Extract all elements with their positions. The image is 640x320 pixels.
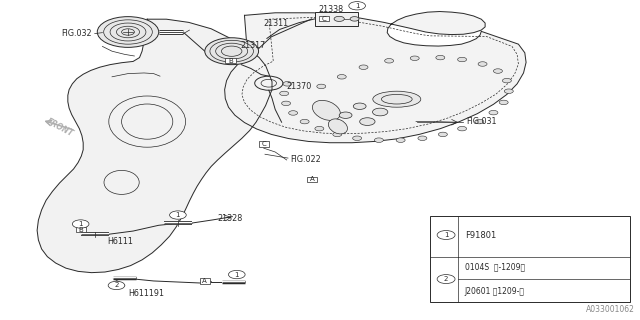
Circle shape <box>350 17 359 21</box>
Circle shape <box>458 57 467 62</box>
Text: 1: 1 <box>234 272 239 277</box>
Circle shape <box>205 38 259 65</box>
Circle shape <box>372 108 388 116</box>
Circle shape <box>317 84 326 89</box>
Circle shape <box>289 111 298 115</box>
Text: 1: 1 <box>175 212 180 218</box>
Ellipse shape <box>312 100 340 120</box>
Circle shape <box>396 138 405 142</box>
Circle shape <box>475 119 484 124</box>
Circle shape <box>108 281 125 290</box>
Text: 21370: 21370 <box>287 82 312 91</box>
Circle shape <box>280 91 289 96</box>
Text: 1: 1 <box>78 221 83 227</box>
Ellipse shape <box>372 91 421 107</box>
FancyBboxPatch shape <box>200 278 210 284</box>
Circle shape <box>374 138 383 142</box>
Circle shape <box>489 110 498 115</box>
Text: C: C <box>261 141 266 147</box>
Text: H6111: H6111 <box>108 237 133 246</box>
Text: B: B <box>228 58 233 64</box>
Circle shape <box>315 126 324 131</box>
Circle shape <box>410 56 419 60</box>
Text: A: A <box>310 176 315 182</box>
Text: B: B <box>78 227 83 233</box>
Circle shape <box>283 82 292 86</box>
Text: A: A <box>202 278 207 284</box>
Circle shape <box>385 59 394 63</box>
Text: 21317: 21317 <box>240 41 265 50</box>
Text: FRONT: FRONT <box>45 116 74 138</box>
Circle shape <box>349 2 365 10</box>
Circle shape <box>478 62 487 66</box>
Polygon shape <box>225 12 526 143</box>
Text: C: C <box>321 16 326 22</box>
Text: 21338: 21338 <box>318 5 343 14</box>
Ellipse shape <box>328 119 348 134</box>
Circle shape <box>339 112 352 118</box>
Circle shape <box>360 118 375 125</box>
Text: 1: 1 <box>444 232 449 238</box>
Text: FIG.031: FIG.031 <box>466 117 497 126</box>
Circle shape <box>359 65 368 69</box>
Circle shape <box>458 126 467 131</box>
Text: 21328: 21328 <box>218 214 243 223</box>
Circle shape <box>334 16 344 21</box>
Circle shape <box>300 119 309 124</box>
Circle shape <box>170 211 186 219</box>
Text: J20601 ＜1209-＞: J20601 ＜1209-＞ <box>465 287 525 296</box>
Circle shape <box>97 17 159 47</box>
Text: FIG.032: FIG.032 <box>61 29 92 38</box>
Text: A033001062: A033001062 <box>586 305 635 314</box>
Text: 2: 2 <box>115 283 118 288</box>
Circle shape <box>437 275 455 284</box>
Circle shape <box>72 220 89 228</box>
Circle shape <box>282 101 291 106</box>
Circle shape <box>353 103 366 109</box>
Text: 2: 2 <box>444 276 448 282</box>
FancyBboxPatch shape <box>307 177 317 182</box>
FancyBboxPatch shape <box>225 58 236 63</box>
Text: FIG.022: FIG.022 <box>291 155 321 164</box>
Circle shape <box>436 55 445 60</box>
Circle shape <box>353 136 362 140</box>
Text: 1: 1 <box>355 3 360 9</box>
Circle shape <box>418 136 427 140</box>
FancyBboxPatch shape <box>319 16 329 21</box>
Circle shape <box>438 132 447 137</box>
Bar <box>315 12 358 26</box>
Circle shape <box>228 270 245 279</box>
Text: 0104S  ＜-1209＞: 0104S ＜-1209＞ <box>465 262 525 271</box>
Circle shape <box>493 69 502 73</box>
FancyBboxPatch shape <box>259 141 269 147</box>
Text: F91801: F91801 <box>465 230 496 239</box>
Circle shape <box>504 89 513 93</box>
Bar <box>430 216 630 302</box>
Polygon shape <box>37 19 272 273</box>
Text: H611191: H611191 <box>128 289 164 298</box>
Text: 21311: 21311 <box>264 19 289 28</box>
Circle shape <box>499 100 508 105</box>
FancyBboxPatch shape <box>76 227 86 232</box>
Circle shape <box>437 230 455 239</box>
Circle shape <box>337 75 346 79</box>
Circle shape <box>333 132 342 137</box>
Circle shape <box>502 78 511 83</box>
